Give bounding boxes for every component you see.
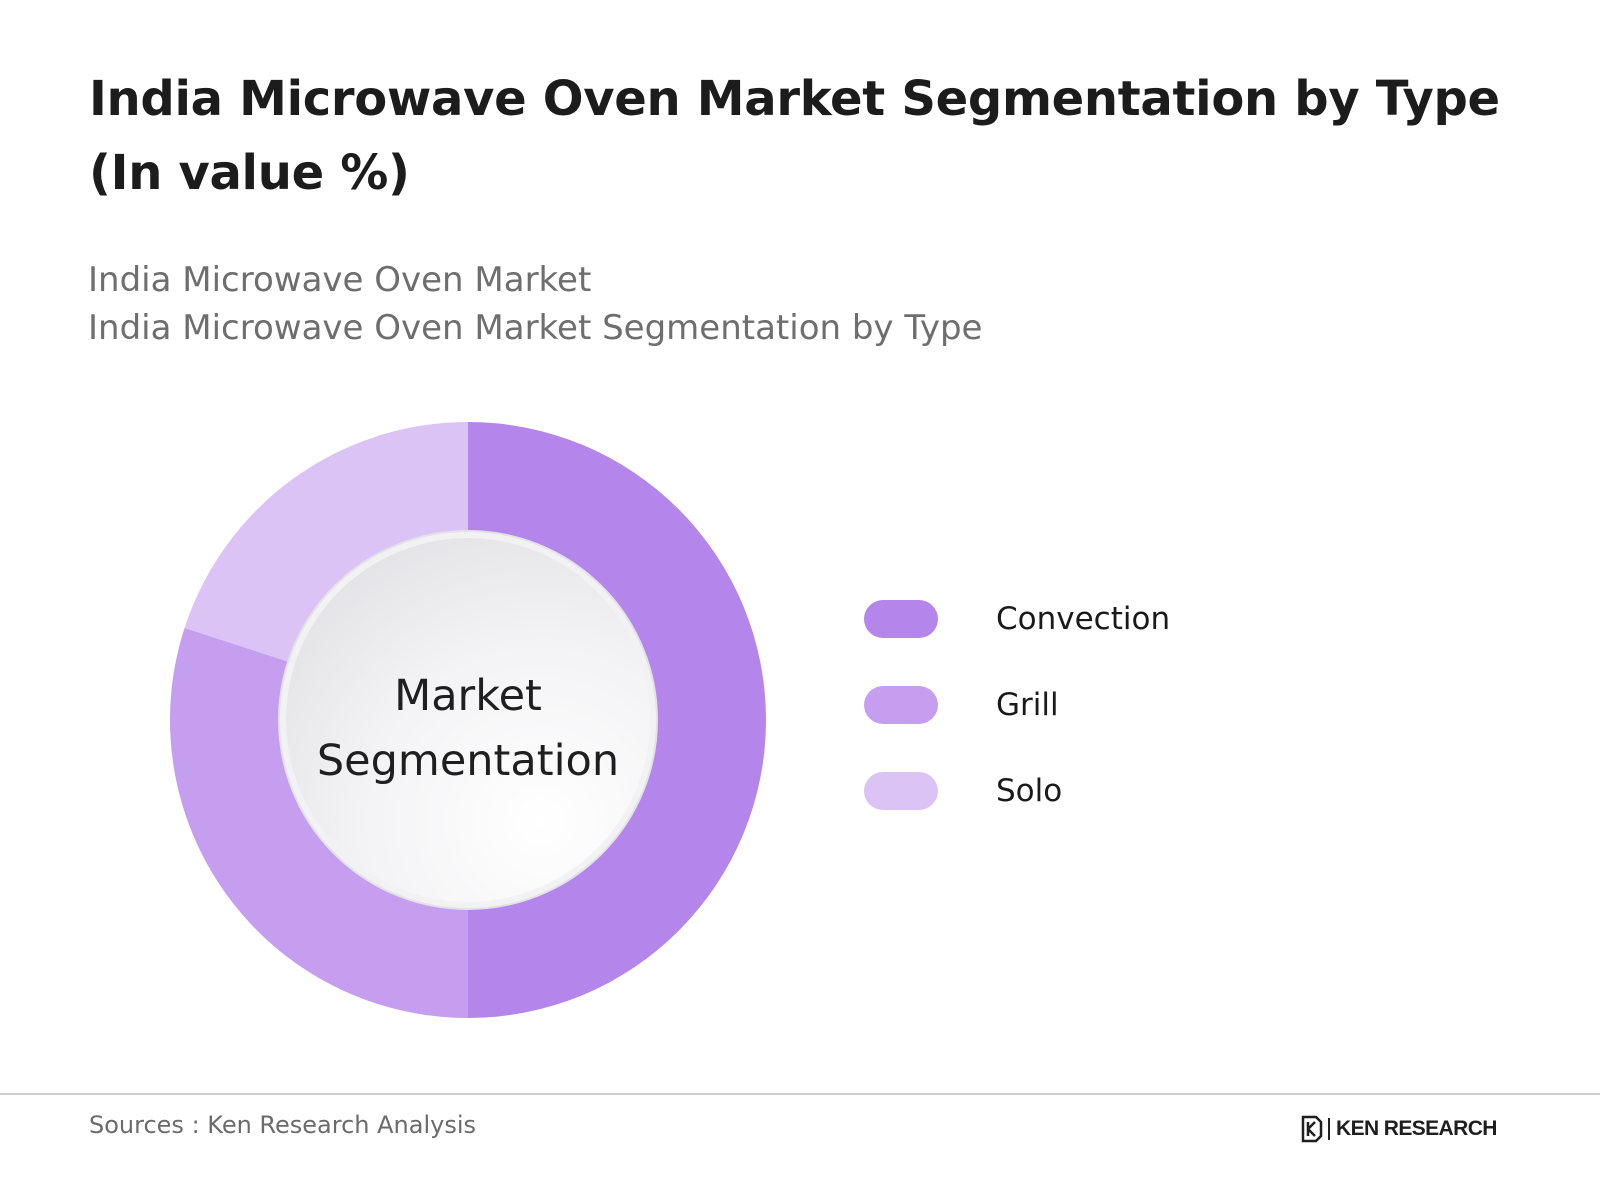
legend-label-convection: Convection <box>996 601 1171 637</box>
chart-subtitle: India Microwave Oven Market India Microw… <box>88 256 982 352</box>
center-label-line-2: Segmentation <box>316 736 620 786</box>
chart-title: India Microwave Oven Market Segmentation… <box>89 71 1500 201</box>
footer-divider <box>0 1093 1600 1095</box>
donut-hub <box>286 538 650 902</box>
ken-research-logo-icon <box>1301 1115 1323 1143</box>
brand-logo: KEN RESEARCH <box>1300 1114 1497 1144</box>
legend-swatch-solo <box>864 772 938 810</box>
donut-center-label: Market Segmentation <box>298 664 638 794</box>
brand-separator <box>1328 1118 1330 1140</box>
legend-swatch-convection <box>864 600 938 638</box>
legend-swatch-grill <box>864 686 938 724</box>
subtitle-line-1: India Microwave Oven Market <box>88 260 592 300</box>
donut-slice-convection <box>468 422 766 1018</box>
subtitle-line-2: India Microwave Oven Market Segmentation… <box>88 308 983 348</box>
center-label-line-1: Market <box>394 671 542 721</box>
donut-slice-solo <box>184 422 469 665</box>
source-note: Sources : Ken Research Analysis <box>89 1111 477 1139</box>
legend-label-solo: Solo <box>996 773 1063 809</box>
brand-name: KEN RESEARCH <box>1336 1117 1497 1140</box>
legend-label-grill: Grill <box>996 687 1059 723</box>
